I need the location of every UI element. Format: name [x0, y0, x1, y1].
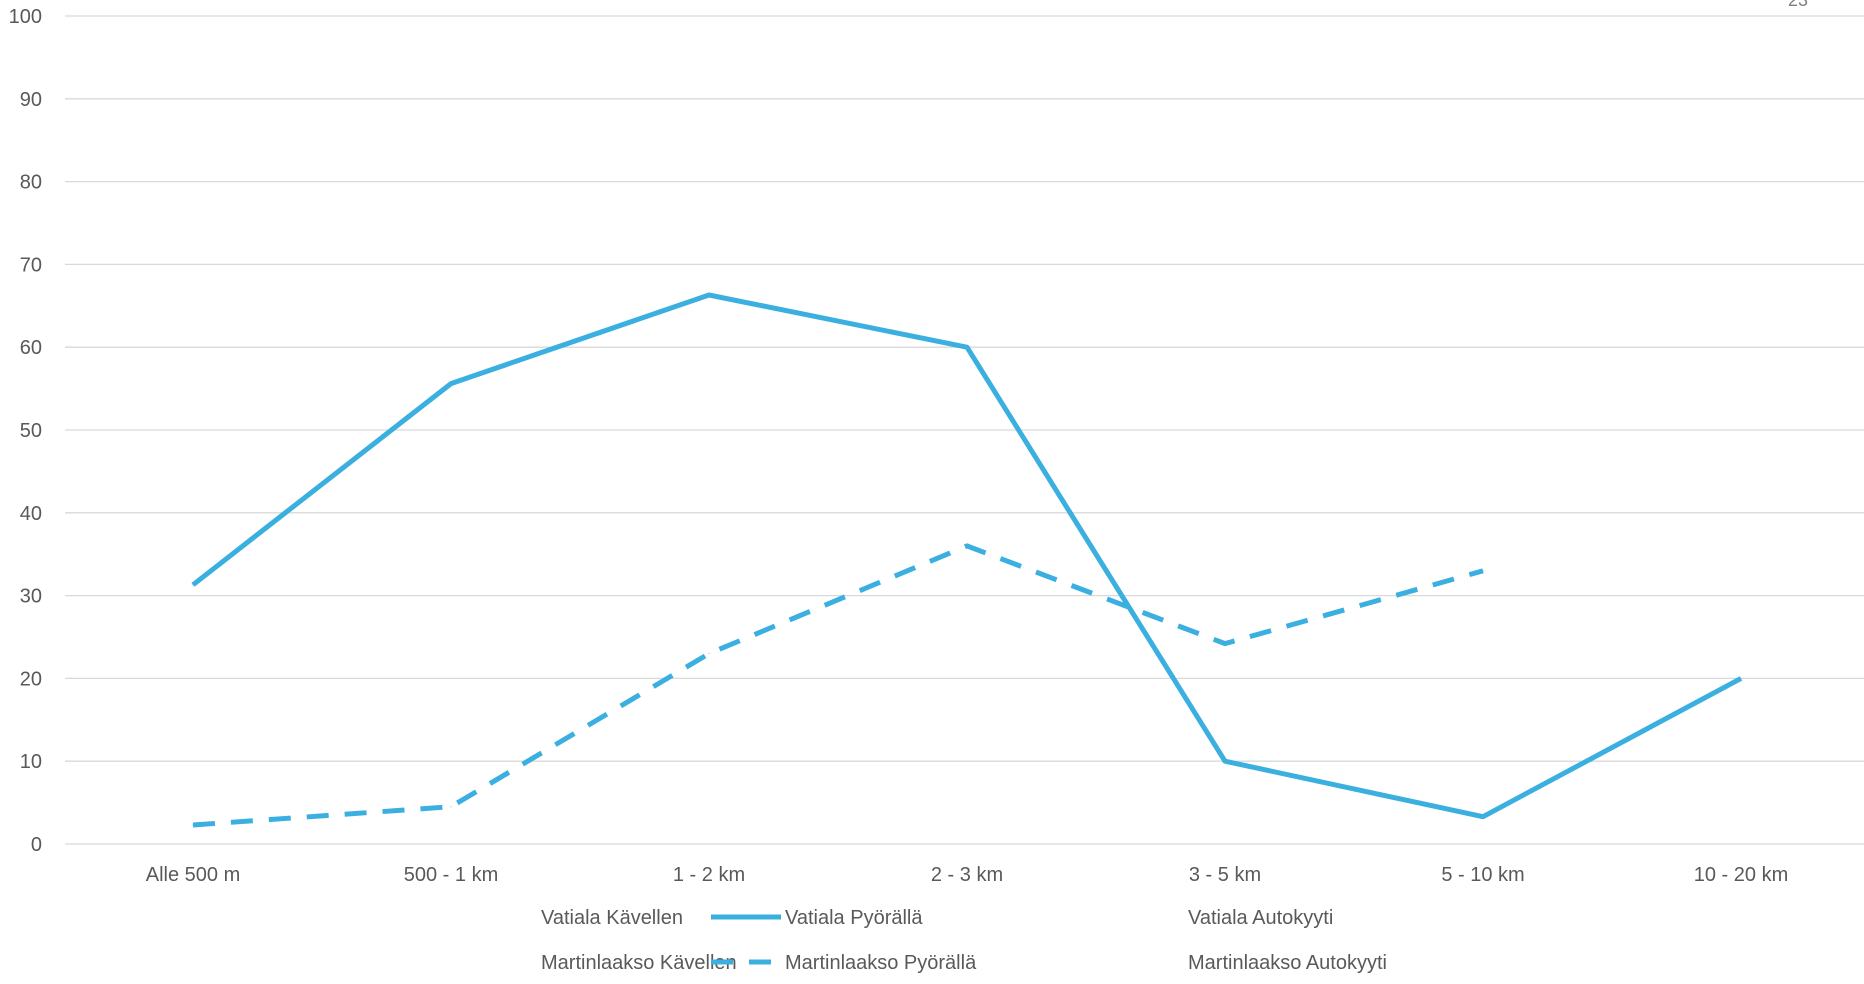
data-point: [192, 824, 194, 826]
data-point: [1482, 816, 1484, 818]
legend: Vatiala Kävellen Vatiala Pyörällä Vatiala …: [541, 907, 1387, 974]
series-lines: [191, 292, 1743, 828]
legend-label: Martinlaakso Kävellen: [541, 952, 737, 974]
gridlines: [65, 15, 1864, 845]
y-tick-label-60: 60: [20, 337, 42, 359]
data-point: [192, 584, 194, 586]
legend-label: Vatiala Autokyyti: [1188, 907, 1333, 929]
data-point: [1224, 643, 1226, 645]
data-point: [966, 545, 968, 547]
legend-label: Martinlaakso Pyörällä: [785, 952, 977, 974]
y-tick-label-10: 10: [20, 751, 42, 773]
series-line-martinlaakso-py-r-ll-: [192, 543, 1484, 828]
y-tick-label-90: 90: [20, 89, 42, 111]
y-tick-label-30: 30: [20, 586, 42, 608]
x-tick-label: 3 - 5 km: [1189, 864, 1261, 886]
data-point: [1224, 760, 1226, 762]
data-point: [450, 383, 452, 385]
legend-label: Vatiala Kävellen: [541, 907, 683, 929]
data-point: [708, 653, 710, 655]
x-axis-tick-labels: Alle 500 m 500 - 1 km 1 - 2 km 2 - 3 km 3 - …: [146, 864, 1788, 886]
legend-label: Martinlaakso Autokyyti: [1188, 952, 1387, 974]
x-tick-label: 1 - 2 km: [673, 864, 745, 886]
x-tick-label: 5 - 10 km: [1441, 864, 1524, 886]
legend-label: Vatiala Pyörällä: [785, 907, 923, 929]
page-number: 23: [1787, 0, 1808, 10]
x-tick-label: Alle 500 m: [146, 864, 241, 886]
y-axis-tick-labels: 0 10 20 30 40 50 60 70 80 90 100: [9, 6, 42, 856]
x-tick-label: 500 - 1 km: [404, 864, 498, 886]
x-tick-label: 2 - 3 km: [931, 864, 1003, 886]
y-tick-label-50: 50: [20, 420, 42, 442]
data-point: [450, 806, 452, 808]
y-tick-label-40: 40: [20, 503, 42, 525]
series-line-vatiala-py-r-ll-: [191, 292, 1743, 820]
y-tick-label-100: 100: [9, 6, 42, 28]
data-point: [966, 346, 968, 348]
y-tick-label-80: 80: [20, 172, 42, 194]
data-point: [1482, 570, 1484, 572]
x-tick-label: 10 - 20 km: [1694, 864, 1788, 886]
y-tick-label-0: 0: [31, 834, 42, 856]
data-point: [1740, 677, 1742, 679]
data-point: [708, 294, 710, 296]
y-tick-label-70: 70: [20, 254, 42, 276]
y-tick-label-20: 20: [20, 668, 42, 690]
